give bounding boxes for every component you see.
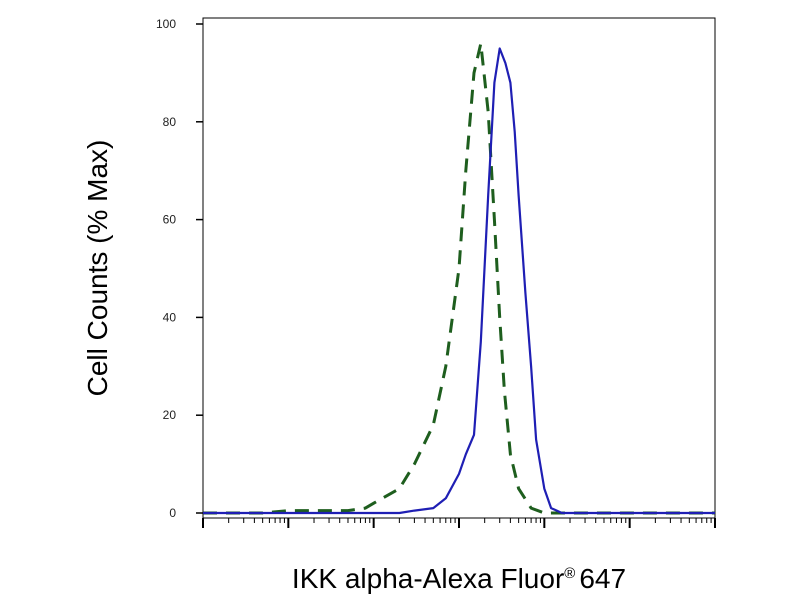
x-axis-title-main: IKK alpha-Alexa Fluor	[292, 563, 564, 594]
series-layer	[203, 42, 715, 515]
x-axis-title-suffix: 647	[579, 563, 626, 594]
series-solid-line	[203, 47, 715, 515]
y-tick-label: 60	[163, 213, 177, 227]
x-axis-title: IKK alpha-Alexa Fluor® 647	[292, 563, 626, 594]
series-dashed-line	[203, 42, 715, 515]
y-axis: 100 80 60 40 20 0	[156, 17, 203, 520]
x-axis-title-mark: ®	[564, 565, 575, 582]
x-axis	[202, 518, 716, 528]
y-tick-label: 80	[163, 115, 177, 129]
y-tick-label: 100	[156, 17, 176, 31]
plot-frame	[202, 17, 716, 519]
y-tick-label: 20	[163, 408, 177, 422]
y-axis-title: Cell Counts (% Max)	[82, 140, 113, 397]
y-tick-label: 0	[169, 506, 176, 520]
y-tick-label: 40	[163, 310, 177, 324]
